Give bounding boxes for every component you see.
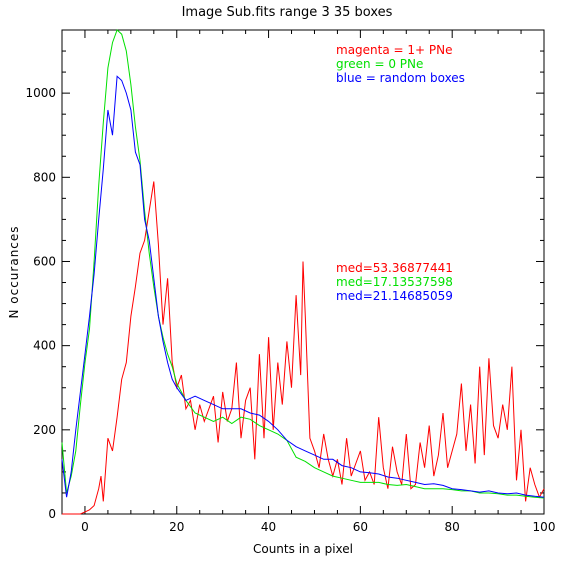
y-tick-label: 0 xyxy=(48,507,56,521)
chart-title: Image Sub.fits range 3 35 boxes xyxy=(182,5,393,20)
x-tick-label: 80 xyxy=(445,520,460,534)
red-series-line xyxy=(62,181,545,515)
legend-entry: green = 0 PNe xyxy=(336,57,423,71)
y-tick-label: 400 xyxy=(33,339,56,353)
green-series-line xyxy=(61,29,545,499)
x-tick-label: 100 xyxy=(533,520,556,534)
x-tick-label: 60 xyxy=(353,520,368,534)
axis-ticks xyxy=(61,30,545,515)
blue-series-line xyxy=(61,75,545,498)
median-label: med=17.13537598 xyxy=(336,275,453,289)
series-group xyxy=(61,29,545,515)
y-tick-label: 800 xyxy=(33,170,56,184)
y-tick-label: 600 xyxy=(33,254,56,268)
median-label: med=21.14685059 xyxy=(336,289,453,303)
x-tick-label: 0 xyxy=(81,520,89,534)
median-label: med=53.36877441 xyxy=(336,261,453,275)
x-axis-title: Counts in a pixel xyxy=(253,542,353,556)
legend-entry: blue = random boxes xyxy=(336,71,465,85)
median-annotations: med=53.36877441med=17.13537598med=21.146… xyxy=(336,261,453,303)
plot-frame xyxy=(61,29,545,515)
y-axis-title: N occurances xyxy=(7,225,21,318)
x-tick-label: 20 xyxy=(169,520,184,534)
legend-entry: magenta = 1+ PNe xyxy=(336,43,453,57)
x-tick-label: 40 xyxy=(261,520,276,534)
y-tick-label: 200 xyxy=(33,423,56,437)
y-tick-label: 1000 xyxy=(25,86,56,100)
